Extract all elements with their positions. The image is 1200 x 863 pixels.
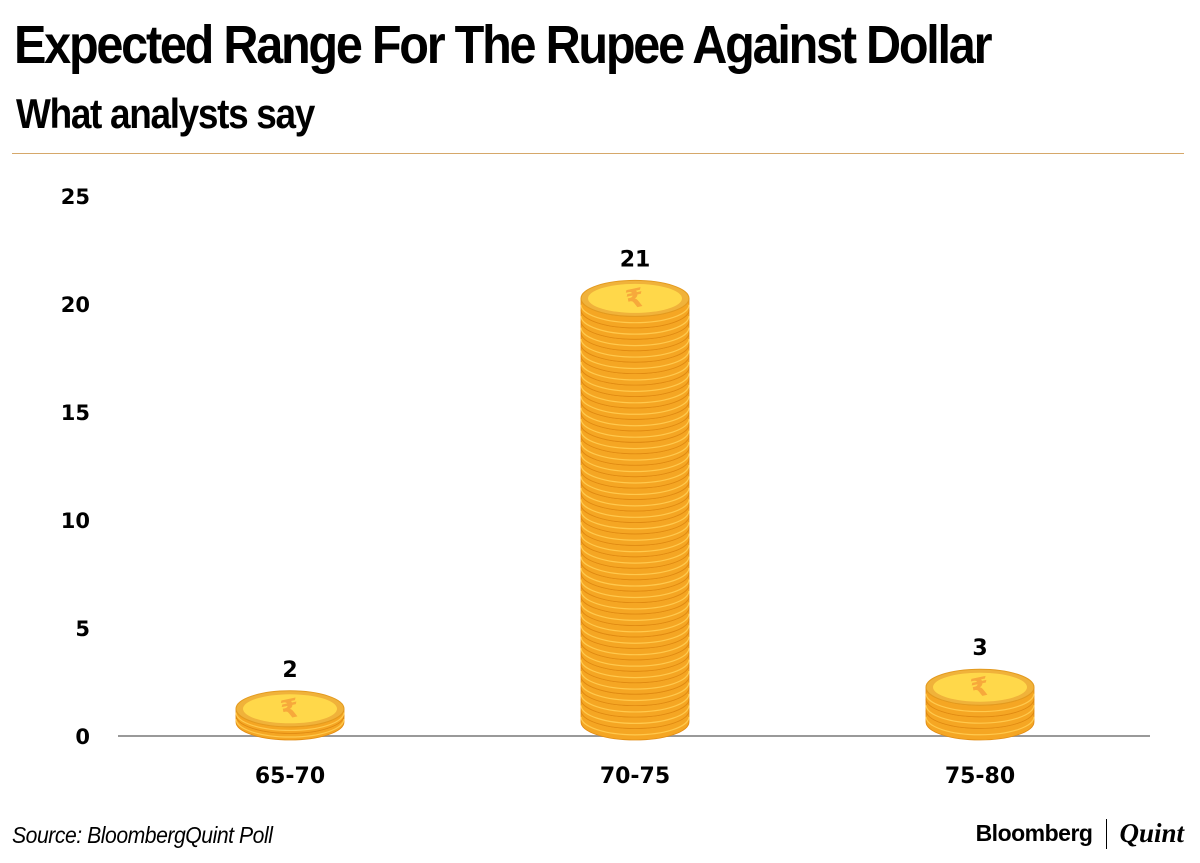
y-tick-label: 5: [75, 617, 90, 641]
x-tick-label: 75-80: [945, 764, 1015, 789]
title-divider: [12, 153, 1184, 154]
source-note: Source: BloombergQuint Poll: [12, 822, 273, 848]
y-tick-label: 25: [61, 185, 90, 209]
bar-65-70: ₹: [235, 690, 345, 741]
brand-bloomberg-wordmark: Bloomberg: [975, 820, 1093, 846]
chart-subtitle: What analysts say: [16, 90, 315, 137]
data-label: 3: [972, 636, 987, 661]
y-tick-label: 0: [75, 725, 90, 749]
x-tick-label: 70-75: [600, 764, 670, 789]
brand-quint-wordmark: Quint: [1119, 818, 1184, 848]
brand-separator: [1106, 818, 1108, 849]
x-tick-label: 65-70: [255, 764, 325, 789]
bar-70-75: ₹: [580, 279, 690, 741]
rupee-icon: ₹: [278, 693, 302, 726]
brand-logo: Bloomberg Quint: [976, 818, 1184, 849]
rupee-icon: ₹: [623, 283, 647, 316]
y-tick-label: 10: [61, 509, 90, 533]
y-tick-label: 20: [61, 293, 90, 317]
y-tick-label: 15: [61, 401, 90, 425]
data-label: 2: [282, 658, 297, 683]
data-label: 21: [620, 247, 651, 272]
bar-75-80: ₹: [925, 668, 1035, 741]
chart-title: Expected Range For The Rupee Against Dol…: [14, 15, 992, 75]
rupee-icon: ₹: [968, 672, 992, 705]
